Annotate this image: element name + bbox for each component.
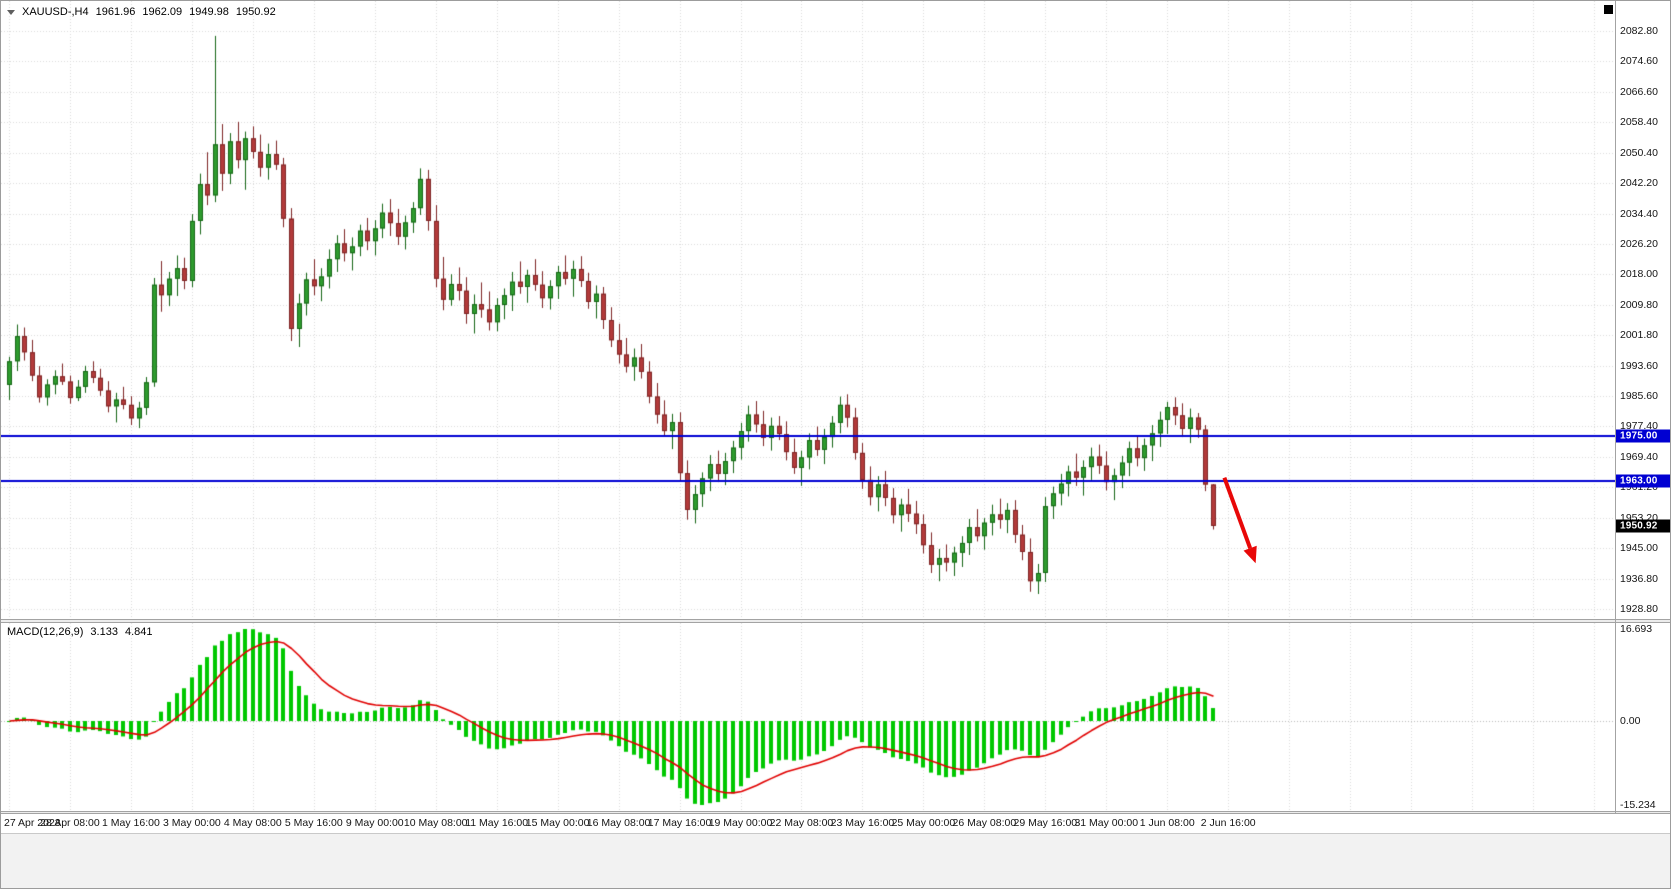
chart-shift-marker[interactable]: [1604, 5, 1613, 14]
price-axis[interactable]: 16.693 0.00 -15.234 2082.80 2074.60 2066.6…: [1616, 1, 1670, 814]
price-axis-label: 2066.60: [1620, 85, 1658, 98]
price-axis-label: 2082.80: [1620, 25, 1658, 37]
price-axis-label: 2018.00: [1620, 268, 1658, 281]
time-axis-label: 31 May 00:00: [1074, 817, 1139, 829]
price-axis-label: 1936.80: [1620, 572, 1658, 585]
time-axis-label: 3 May 00:00: [162, 817, 221, 829]
time-axis-label: 10 May 08:00: [403, 817, 468, 829]
price-axis-label: 1928.80: [1620, 603, 1658, 615]
time-axis-label: 11 May 16:00: [465, 817, 529, 829]
time-axis-label: 19 May 00:00: [708, 817, 773, 829]
pane-splitter[interactable]: [1, 619, 1670, 623]
time-axis-label: 5 May 16:00: [284, 817, 343, 829]
time-axis-label: 17 May 16:00: [647, 817, 712, 829]
time-axis-label: 4 May 08:00: [223, 817, 282, 829]
price-badge: 1963.00: [1616, 474, 1670, 488]
macd-axis-zero-label: 0.00: [1620, 715, 1641, 728]
macd-name: MACD(12,26,9): [7, 626, 84, 638]
time-axis-label: 25 May 00:00: [891, 817, 956, 829]
price-axis-label: 2009.80: [1620, 298, 1658, 311]
symbol-timeframe-label: XAUUSD-,H4: [22, 6, 89, 18]
time-axis-label: 22 May 08:00: [769, 817, 834, 829]
symbol-dropdown-icon: [7, 9, 15, 15]
price-axis-label: 2034.40: [1620, 207, 1658, 220]
ohlc-close: 1950.92: [235, 6, 276, 18]
macd-value: 3.133: [90, 626, 118, 638]
price-axis-label: 1993.60: [1620, 359, 1658, 372]
symbol-info: XAUUSD-,H4 1961.96 1962.09 1949.98 1950.…: [7, 6, 276, 18]
time-axis-label: 15 May 00:00: [525, 817, 590, 829]
axis-separator-line: [1615, 1, 1616, 814]
ohlc-open: 1961.96: [95, 6, 136, 18]
time-axis-label: 23 May 16:00: [830, 817, 895, 829]
time-axis-label: 29 May 16:00: [1013, 817, 1078, 829]
price-axis-label: 2074.60: [1620, 55, 1658, 68]
price-axis-label: 2050.40: [1620, 146, 1658, 159]
time-axis[interactable]: 27 Apr 2023 28 Apr 08:00 1 May 16:00 3 May …: [1, 814, 1615, 833]
macd-axis-min-label: -15.234: [1620, 799, 1656, 811]
price-axis-label: 1945.00: [1620, 542, 1658, 555]
price-axis-label: 1969.40: [1620, 450, 1658, 463]
time-axis-label: 28 Apr 08:00: [40, 817, 100, 829]
ohlc-high: 1962.09: [142, 6, 183, 18]
time-axis-label: 9 May 00:00: [345, 817, 404, 829]
price-axis-label: 2042.20: [1620, 177, 1658, 190]
time-axis-label: 1 May 16:00: [102, 817, 160, 829]
price-axis-label: 2058.40: [1620, 116, 1658, 129]
time-axis-label: 1 Jun 08:00: [1139, 817, 1195, 829]
macd-axis-max-label: 16.693: [1620, 623, 1653, 635]
price-badge: 1975.00: [1616, 429, 1670, 443]
macd-signal-value: 4.841: [124, 626, 153, 638]
macd-indicator-label: MACD(12,26,9) 3.133 4.841: [7, 626, 152, 638]
time-axis-label: 27 Apr 2023: [4, 817, 61, 829]
price-axis-label: 1985.60: [1620, 390, 1658, 403]
price-badge: 1950.92: [1616, 519, 1670, 533]
time-axis-label: 16 May 08:00: [586, 817, 651, 829]
pane-splitter[interactable]: [1, 811, 1670, 814]
time-axis-label: 26 May 08:00: [952, 817, 1017, 829]
price-axis-label: 2001.80: [1620, 329, 1658, 342]
price-axis-label: 2026.20: [1620, 237, 1658, 250]
ohlc-low: 1949.98: [189, 6, 229, 18]
macd-indicator-canvas[interactable]: [1, 623, 1615, 811]
time-axis-label: 2 Jun 16:00: [1200, 817, 1256, 829]
bottom-margin-area: [1, 833, 1670, 888]
candlestick-chart-canvas[interactable]: [1, 1, 1615, 619]
